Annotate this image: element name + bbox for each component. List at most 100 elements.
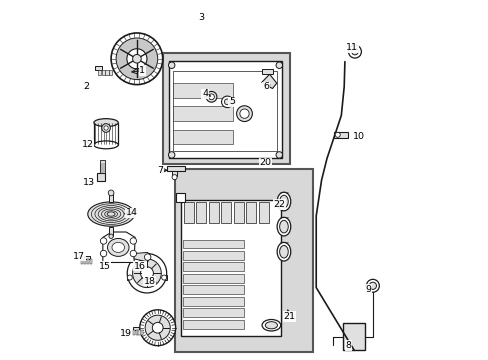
Bar [133, 327, 139, 330]
Ellipse shape [279, 246, 287, 258]
Bar [173, 130, 232, 144]
Bar [102, 70, 105, 75]
Circle shape [162, 275, 166, 280]
Text: 16: 16 [134, 262, 145, 271]
Ellipse shape [262, 319, 280, 331]
Bar [246, 202, 256, 223]
Bar [163, 53, 289, 164]
Circle shape [132, 259, 161, 288]
Circle shape [152, 322, 163, 333]
Bar [109, 70, 112, 75]
Bar [94, 66, 102, 70]
Bar [173, 83, 232, 98]
Bar [176, 193, 185, 202]
Bar [97, 173, 105, 181]
Text: 9: 9 [365, 285, 370, 294]
Circle shape [276, 152, 282, 158]
Bar [343, 323, 365, 350]
Ellipse shape [107, 212, 115, 216]
Circle shape [351, 48, 357, 55]
Circle shape [368, 282, 376, 289]
Bar [83, 256, 89, 258]
Bar [174, 169, 312, 352]
Text: 17: 17 [73, 252, 84, 261]
Bar [196, 202, 206, 223]
Bar [100, 160, 104, 173]
Circle shape [239, 109, 249, 118]
Bar [183, 320, 244, 329]
Circle shape [145, 315, 170, 340]
Bar [109, 227, 113, 236]
Circle shape [335, 132, 340, 137]
Circle shape [116, 38, 158, 80]
Bar [208, 202, 218, 223]
Text: 4: 4 [202, 89, 207, 98]
Bar [141, 330, 142, 335]
Bar [183, 297, 244, 306]
Circle shape [132, 54, 141, 63]
Ellipse shape [94, 141, 118, 149]
Circle shape [276, 62, 282, 68]
Text: 21: 21 [283, 312, 295, 321]
Circle shape [102, 124, 110, 132]
Ellipse shape [277, 217, 290, 236]
Circle shape [127, 253, 166, 293]
Bar [180, 200, 281, 336]
Circle shape [104, 126, 108, 130]
Bar [233, 202, 244, 223]
Text: 2: 2 [83, 82, 89, 91]
Bar [127, 275, 166, 280]
Circle shape [206, 91, 217, 102]
Bar [81, 258, 83, 264]
Text: 10: 10 [352, 132, 365, 141]
Circle shape [130, 250, 136, 257]
Ellipse shape [277, 192, 290, 211]
Bar [133, 330, 135, 335]
Circle shape [221, 96, 233, 108]
Circle shape [236, 106, 252, 122]
Circle shape [111, 33, 163, 85]
Bar [183, 239, 244, 248]
Polygon shape [134, 252, 150, 262]
Bar [183, 285, 244, 294]
Bar [172, 71, 276, 151]
Bar [183, 251, 244, 260]
Bar [136, 330, 138, 335]
Ellipse shape [88, 202, 134, 226]
Circle shape [224, 99, 230, 105]
Text: 1: 1 [139, 66, 145, 75]
Text: 14: 14 [125, 208, 137, 217]
Circle shape [366, 279, 379, 292]
Bar [262, 69, 273, 74]
Bar [138, 330, 140, 335]
Circle shape [144, 254, 151, 260]
Circle shape [168, 152, 175, 158]
Bar [221, 202, 231, 223]
Text: 12: 12 [81, 140, 93, 149]
Circle shape [348, 45, 361, 58]
Bar [105, 70, 108, 75]
Ellipse shape [112, 242, 124, 252]
Ellipse shape [277, 242, 290, 261]
Text: 8: 8 [345, 341, 351, 350]
Circle shape [127, 275, 132, 280]
Bar [83, 258, 86, 264]
Bar [173, 107, 232, 121]
Circle shape [172, 175, 177, 180]
Bar [183, 262, 244, 271]
Circle shape [100, 238, 106, 244]
Polygon shape [261, 74, 276, 89]
Circle shape [126, 49, 147, 69]
Text: 19: 19 [119, 329, 131, 338]
Text: 3: 3 [198, 13, 204, 22]
Ellipse shape [279, 195, 287, 208]
Circle shape [109, 234, 113, 238]
Polygon shape [102, 232, 135, 262]
Bar [333, 132, 347, 138]
Text: 6: 6 [263, 82, 268, 91]
Text: 15: 15 [99, 262, 110, 271]
Bar [183, 202, 193, 223]
Ellipse shape [107, 238, 129, 256]
Bar [172, 171, 177, 176]
Circle shape [208, 94, 214, 100]
